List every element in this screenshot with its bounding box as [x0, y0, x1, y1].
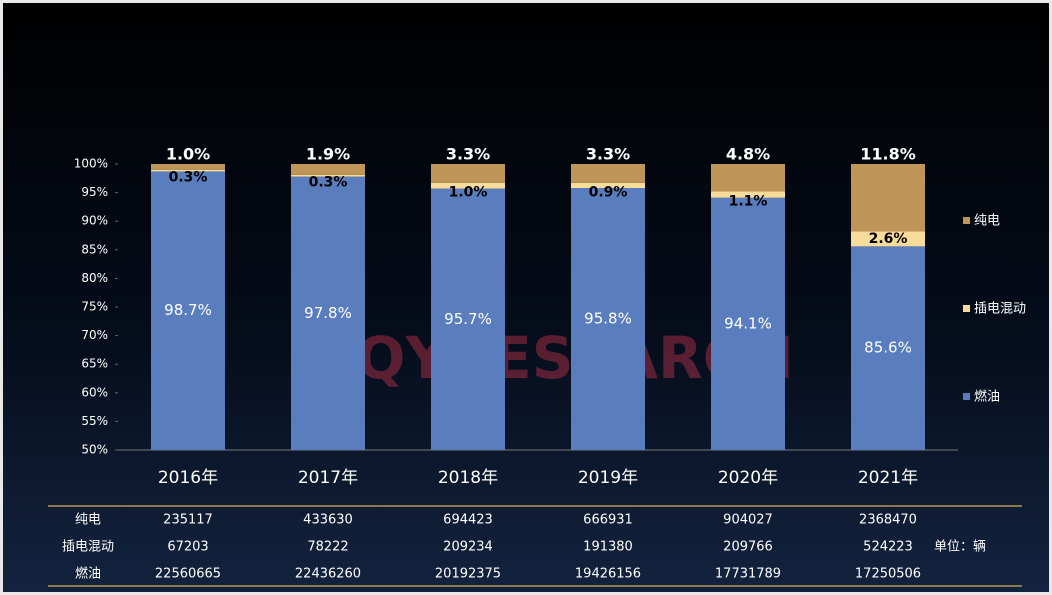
x-tick-label: 2020年: [718, 468, 778, 488]
y-tick-label: 50%: [81, 443, 108, 457]
y-tick-label: 65%: [81, 357, 108, 371]
bar-segment: [571, 182, 645, 189]
table-cell: 524223: [863, 540, 913, 555]
bar-segment: [431, 188, 505, 450]
y-tick-label: 90%: [81, 214, 108, 228]
x-tick-label: 2017年: [298, 468, 358, 488]
table-cell: 191380: [583, 540, 633, 555]
value-label: 95.7%: [444, 310, 492, 328]
value-label: 94.1%: [724, 314, 772, 332]
value-label: 1.1%: [729, 194, 768, 210]
value-label: 1.9%: [306, 145, 350, 164]
table-cell: 235117: [163, 513, 213, 528]
row-header: 纯电: [75, 513, 101, 528]
value-label: 97.8%: [304, 304, 352, 322]
y-tick-label: 80%: [81, 271, 108, 285]
bar-segment: [431, 182, 505, 189]
value-label: 95.8%: [584, 310, 632, 328]
value-label: 2.6%: [869, 231, 908, 247]
legend-label: 纯电: [974, 214, 1000, 229]
legend-label: 插电混动: [974, 302, 1026, 317]
value-label: 0.9%: [589, 184, 628, 200]
value-label: 3.3%: [446, 145, 490, 164]
table-cell: 20192375: [435, 567, 501, 582]
bar-segment: [711, 197, 785, 450]
x-tick-label: 2021年: [858, 468, 918, 488]
bar-segment: [151, 169, 225, 172]
y-tick-label: 85%: [81, 242, 108, 256]
table-cell: 19426156: [575, 567, 641, 582]
bar-segment: [711, 191, 785, 198]
bar-segment: [291, 174, 365, 177]
y-tick-label: 70%: [81, 328, 108, 342]
bar-segment: [151, 164, 225, 170]
bar-segment: [851, 231, 925, 247]
y-tick-label: 100%: [74, 157, 108, 171]
table-cell: 904027: [723, 513, 773, 528]
table-cell: 2368470: [859, 513, 917, 528]
y-tick-label: 95%: [81, 185, 108, 199]
y-tick-label: 55%: [81, 414, 108, 428]
x-tick-label: 2016年: [158, 468, 218, 488]
bar-segment: [851, 246, 925, 450]
row-header: 燃油: [75, 566, 101, 582]
bar-segment: [431, 164, 505, 183]
bar-segment: [571, 164, 645, 183]
bar-segment: [151, 171, 225, 450]
table-cell: 67203: [167, 540, 208, 555]
value-label: 1.0%: [166, 145, 210, 164]
row-header: 插电混动: [62, 540, 114, 555]
unit-note: 单位：辆: [934, 540, 986, 555]
table-cell: 78222: [307, 540, 348, 555]
bar-segment: [711, 164, 785, 192]
bar-segment: [291, 176, 365, 451]
table-cell: 17731789: [715, 567, 781, 582]
value-label: 3.3%: [586, 145, 630, 164]
legend-swatch: [963, 305, 970, 312]
table-cell: 209766: [723, 540, 773, 555]
bar-segment: [291, 164, 365, 175]
value-label: 1.0%: [449, 185, 488, 201]
y-tick-label: 60%: [81, 385, 108, 399]
value-label: 11.8%: [860, 145, 916, 164]
x-tick-label: 2018年: [438, 468, 498, 488]
value-label: 85.6%: [864, 339, 912, 357]
table-cell: 22436260: [295, 567, 361, 582]
value-label: 0.3%: [309, 175, 348, 191]
table-cell: 694423: [443, 513, 493, 528]
table-cell: 209234: [443, 540, 493, 555]
legend-label: 燃油: [974, 389, 1000, 405]
table-cell: 22560665: [155, 567, 221, 582]
x-tick-label: 2019年: [578, 468, 638, 488]
value-label: 0.3%: [169, 170, 208, 186]
value-label: 98.7%: [164, 301, 212, 319]
table-cell: 666931: [583, 513, 633, 528]
bar-segment: [571, 188, 645, 451]
legend-swatch: [963, 217, 970, 224]
legend-swatch: [963, 393, 970, 400]
bar-segment: [851, 164, 925, 232]
table-cell: 433630: [303, 513, 353, 528]
table-cell: 17250506: [855, 567, 921, 582]
y-tick-label: 75%: [81, 300, 108, 314]
value-label: 4.8%: [726, 145, 770, 164]
